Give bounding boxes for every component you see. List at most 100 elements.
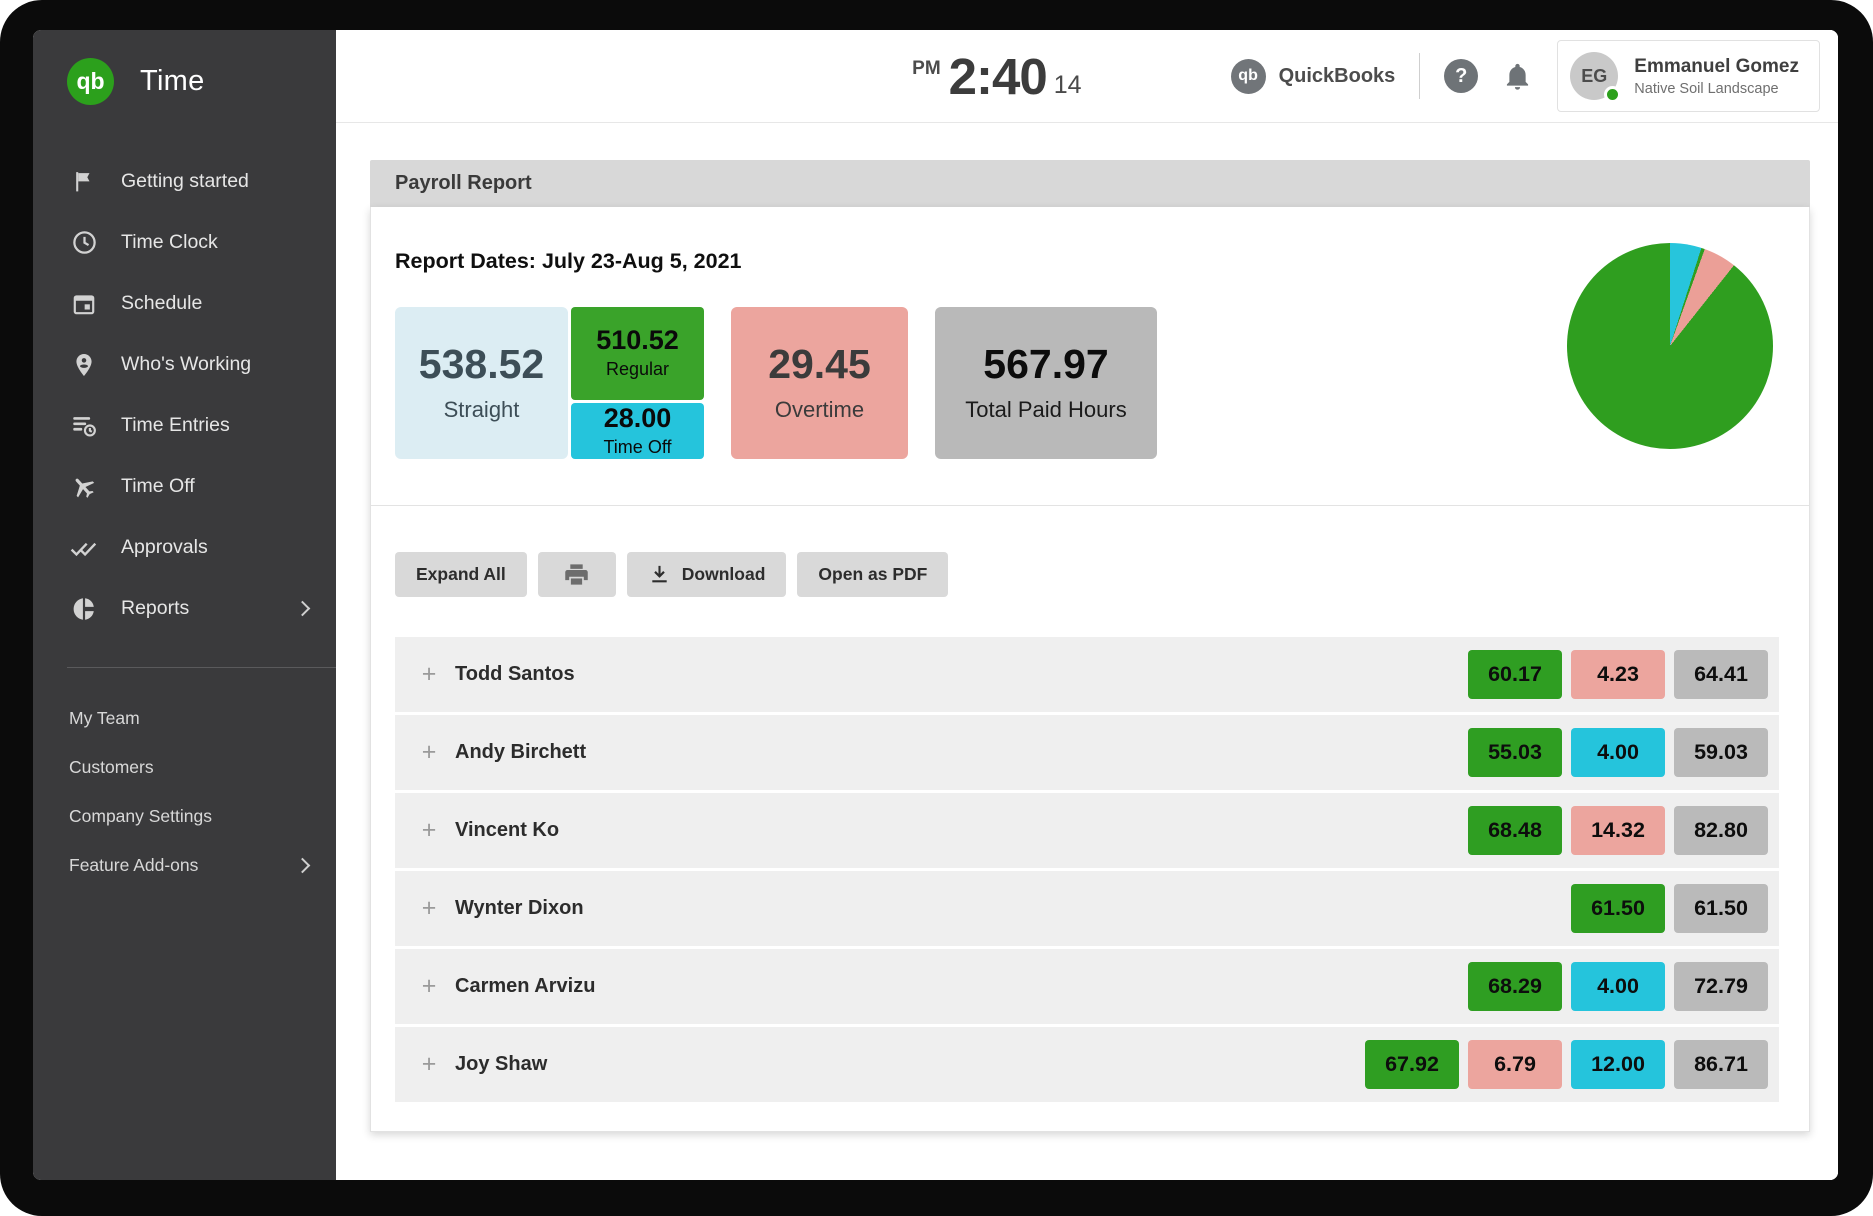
sidebar-item-whos-working[interactable]: Who's Working (33, 334, 336, 395)
straight-hours-label: Straight (443, 396, 520, 422)
total-paid-hours-label: Total Paid Hours (965, 396, 1127, 422)
regular-hours-label: Regular (605, 359, 670, 379)
user-company: Native Soil Landscape (1634, 80, 1779, 97)
sidebar-item-label: Company Settings (69, 806, 212, 826)
open-as-pdf-button[interactable]: Open as PDF (797, 552, 949, 597)
total-hours-badge: 72.79 (1674, 962, 1768, 1011)
employee-name: Todd Santos (455, 663, 575, 685)
overtime-hours-badge: 6.79 (1468, 1040, 1562, 1089)
table-row[interactable]: + Andy Birchett 55.03 4.00 59.03 (395, 715, 1779, 790)
airplane-icon (69, 472, 99, 502)
table-row[interactable]: + Carmen Arvizu 68.29 4.00 72.79 (395, 949, 1779, 1024)
expand-all-button[interactable]: Expand All (395, 552, 527, 597)
sidebar-item-getting-started[interactable]: Getting started (33, 151, 336, 212)
total-paid-hours-card: 567.97 Total Paid Hours (935, 307, 1157, 459)
regular-hours-badge: 55.03 (1468, 728, 1562, 777)
total-hours-badge: 86.71 (1674, 1040, 1768, 1089)
quickbooks-logo-icon: qb (67, 58, 114, 105)
user-info: Emmanuel Gomez Native Soil Landscape (1634, 56, 1799, 97)
flag-icon (69, 167, 99, 197)
expand-row-icon[interactable]: + (421, 738, 437, 766)
expand-row-icon[interactable]: + (421, 660, 437, 688)
download-icon (648, 563, 671, 586)
avatar-initials: EG (1581, 65, 1608, 86)
page-title: Payroll Report (395, 172, 532, 194)
sidebar-item-label: Time Entries (121, 414, 230, 436)
time-off-hours-badge: 12.00 (1571, 1040, 1665, 1089)
quickbooks-logo-icon: qb (1230, 58, 1266, 94)
overtime-hours-badge: 4.23 (1571, 650, 1665, 699)
help-icon[interactable]: ? (1444, 59, 1479, 93)
double-check-icon (69, 533, 99, 563)
employee-name: Vincent Ko (455, 819, 560, 841)
quickbooks-brand[interactable]: qb QuickBooks (1230, 58, 1396, 94)
time-off-hours-label: Time Off (603, 436, 672, 457)
clock-seconds: 14 (1053, 70, 1082, 99)
table-row[interactable]: + Vincent Ko 68.48 14.32 82.80 (395, 793, 1779, 868)
employee-name: Joy Shaw (455, 1053, 548, 1075)
time-off-hours-badge: 4.00 (1571, 728, 1665, 777)
online-status-dot (1604, 86, 1622, 103)
top-bar: PM 2:40 14 qb QuickBooks ? EG (336, 30, 1838, 123)
regular-hours-badge: 68.29 (1468, 962, 1562, 1011)
sidebar-item-company-settings[interactable]: Company Settings (33, 792, 336, 841)
sidebar-item-time-off[interactable]: Time Off (33, 456, 336, 517)
sidebar-item-label: Schedule (121, 292, 203, 314)
sidebar-item-reports[interactable]: Reports (33, 578, 336, 639)
regular-hours-badge: 67.92 (1365, 1040, 1459, 1089)
pie-chart-icon (69, 594, 99, 624)
payroll-rows: + Todd Santos 60.17 4.23 64.41 + Andy Bi… (395, 637, 1779, 1102)
regular-hours-badge: 60.17 (1468, 650, 1562, 699)
total-hours-badge: 64.41 (1674, 650, 1768, 699)
regular-timeoff-stack: 510.52 Regular 28.00 Time Off (571, 307, 704, 459)
sidebar-item-feature-add-ons[interactable]: Feature Add-ons (33, 841, 336, 890)
time-entries-icon (69, 411, 99, 441)
straight-hours-value: 538.52 (418, 340, 545, 387)
regular-hours-value: 510.52 (596, 325, 679, 355)
regular-hours-badge: 68.48 (1468, 806, 1562, 855)
sidebar-item-label: Who's Working (121, 353, 252, 375)
sidebar-item-time-clock[interactable]: Time Clock (33, 212, 336, 273)
quickbooks-label: QuickBooks (1278, 64, 1396, 87)
sidebar-item-customers[interactable]: Customers (33, 743, 336, 792)
clock-display: PM 2:40 14 (912, 51, 1081, 102)
regular-hours-badge: 61.50 (1571, 884, 1665, 933)
sidebar-item-schedule[interactable]: Schedule (33, 273, 336, 334)
sidebar-divider (67, 667, 336, 668)
expand-row-icon[interactable]: + (421, 894, 437, 922)
overtime-hours-value: 29.45 (768, 340, 871, 387)
qb-time-logo[interactable]: qb Time (33, 58, 336, 105)
clock-time: 2:40 (948, 47, 1048, 105)
user-profile-card[interactable]: EG Emmanuel Gomez Native Soil Landscape (1557, 40, 1820, 112)
hours-badges: 68.48 14.32 82.80 (1468, 806, 1768, 855)
clock-icon (69, 228, 99, 258)
overtime-hours-badge: 14.32 (1571, 806, 1665, 855)
expand-row-icon[interactable]: + (421, 816, 437, 844)
hours-badges: 61.50 61.50 (1571, 884, 1768, 933)
sidebar-item-label: Getting started (121, 170, 249, 192)
sidebar-item-label: Feature Add-ons (69, 855, 199, 875)
notifications-bell-icon[interactable] (1502, 61, 1533, 92)
expand-row-icon[interactable]: + (421, 972, 437, 1000)
download-button[interactable]: Download (626, 552, 787, 597)
print-button[interactable] (537, 552, 616, 597)
time-off-hours-card: 28.00 Time Off (571, 403, 704, 459)
table-row[interactable]: + Todd Santos 60.17 4.23 64.41 (395, 637, 1779, 712)
sidebar: qb Time Getting started Time Clock Sched… (33, 30, 336, 1180)
chevron-right-icon (294, 600, 311, 617)
sidebar-item-approvals[interactable]: Approvals (33, 517, 336, 578)
sidebar-item-label: Time Clock (121, 231, 218, 253)
table-row[interactable]: + Wynter Dixon 61.50 61.50 (395, 871, 1779, 946)
main-area: PM 2:40 14 qb QuickBooks ? EG (336, 30, 1838, 1180)
calendar-icon (69, 289, 99, 319)
table-row[interactable]: + Joy Shaw 67.92 6.79 12.00 86.71 (395, 1027, 1779, 1102)
time-off-hours-value: 28.00 (603, 402, 672, 433)
sidebar-item-time-entries[interactable]: Time Entries (33, 395, 336, 456)
payroll-pie-chart (1567, 243, 1773, 449)
total-hours-badge: 61.50 (1674, 884, 1768, 933)
expand-row-icon[interactable]: + (421, 1050, 437, 1078)
sidebar-item-my-team[interactable]: My Team (33, 694, 336, 743)
employee-name: Andy Birchett (455, 741, 587, 763)
sidebar-item-label: Approvals (121, 536, 208, 558)
